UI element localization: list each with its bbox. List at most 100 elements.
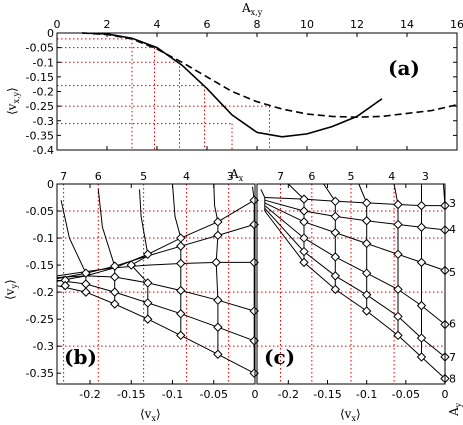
b-marker (143, 278, 153, 288)
b-marker (110, 287, 120, 297)
b-x-tick-label: -0.1 (162, 388, 183, 401)
c-marker (299, 217, 309, 227)
panel-b-y-axis-title-main: ⟨v (3, 288, 17, 300)
panel-a-x-tick-label: 0 (54, 18, 61, 31)
panel-c-x-axis-title-main: ⟨v (340, 407, 352, 421)
b-marker (176, 330, 186, 341)
c-x-tick-label: 0 (442, 388, 449, 401)
panel-b-x-axis-title: ⟨vx⟩ (140, 407, 161, 423)
b-y-tick-label: -0.25 (26, 313, 54, 326)
panel-a-y-tick-label: -0.1 (33, 56, 54, 69)
panel-a-y-axis-title-close: ⟩ (5, 87, 19, 92)
panel-b-y-axis-title-sub: y (10, 284, 19, 290)
panel-b-y-ticks: 0 -0.05 -0.1 -0.15 -0.2 -0.25 -0.3 -0.35 (26, 178, 61, 380)
panel-a-y-tick-label: -0.3 (33, 115, 54, 128)
c-marker (393, 311, 403, 322)
panel-a-y-tick-label: -0.05 (26, 42, 54, 55)
b-ax-value-label: 4 (183, 170, 190, 183)
b-marker (213, 322, 223, 332)
c-marker (361, 268, 372, 278)
panel-b-guides (57, 184, 255, 384)
panel-b-y-axis-title: ⟨vy⟩ (3, 279, 19, 300)
c-marker (361, 306, 372, 316)
panel-a-series (81, 32, 458, 138)
b-marker (213, 349, 223, 359)
c-marker (330, 284, 341, 295)
panel-a-series-dashed (81, 32, 458, 119)
b-marker (176, 233, 186, 243)
b-ax-value-label: 5 (140, 170, 147, 183)
panel-a-x-tick-label: 10 (300, 18, 314, 31)
panel-a-label: (a) (388, 56, 420, 80)
panel-a-y-tick-label: 0 (47, 27, 54, 40)
panel-b-x-axis-title-close: ⟩ (156, 407, 161, 421)
b-y-tick-label: -0.15 (26, 259, 54, 272)
c-marker (416, 222, 427, 232)
c-marker (299, 194, 309, 204)
c-ay-value-label: 8 (449, 373, 456, 386)
c-ax-value-label: 6 (308, 170, 315, 183)
c-family-curve (264, 197, 445, 207)
c-marker (299, 233, 309, 243)
panel-c-frame (256, 183, 446, 385)
c-marker (361, 290, 372, 300)
b-x-tick-label: -0.15 (117, 388, 145, 401)
b-marker (110, 299, 120, 309)
ax-parameter-label: Ax (229, 167, 244, 183)
b-marker (213, 295, 223, 305)
c-marker (393, 249, 403, 259)
c-marker (416, 352, 427, 362)
b-y-tick-label: -0.1 (33, 232, 54, 245)
c-parameter-curve (260, 189, 266, 211)
panel-b-series (56, 183, 259, 378)
c-marker (330, 211, 341, 222)
ay-parameter-label: Ay (447, 402, 463, 417)
b-x-tick-label: 0 (252, 388, 259, 401)
c-marker (299, 246, 309, 257)
c-ax-value-label: 5 (348, 170, 355, 183)
b-marker (176, 309, 186, 319)
panel-a-y-tick-label: -0.4 (33, 144, 54, 157)
panel-a-x-axis-title-sub: x,y (251, 8, 263, 17)
panel-a-x-axis-title-main: A (241, 1, 251, 15)
c-x-tick-label: -0.1 (356, 388, 377, 401)
b-marker (211, 257, 221, 268)
panel-a-x-axis-title: Ax,y (241, 1, 263, 17)
c-marker (393, 284, 403, 295)
c-ax-value-label: 7 (277, 170, 284, 183)
c-marker (416, 200, 427, 211)
b-x-tick-label: -0.05 (200, 388, 228, 401)
b-family-curve (56, 199, 255, 282)
b-marker (81, 279, 91, 289)
c-x-tick-label: -0.2 (278, 388, 299, 401)
c-marker (330, 227, 341, 238)
panel-c-x-ticks: -0.2 -0.15 -0.1 -0.05 0 (278, 184, 449, 401)
c-marker (393, 330, 403, 341)
ay-parameter-label-sub: y (454, 402, 463, 408)
c-marker (330, 196, 341, 207)
b-marker (213, 230, 223, 241)
panel-a-y-axis-title-sub: x,y (12, 91, 21, 103)
b-y-tick-label: -0.05 (26, 205, 54, 218)
panel-a-y-tick-label: -0.35 (26, 129, 54, 142)
b-ax-value-label: 7 (60, 170, 67, 183)
c-ay-value-label: 5 (449, 266, 456, 279)
b-ax-value-label: 3 (227, 170, 234, 183)
panel-b-x-axis-title-sub: x (151, 414, 156, 423)
b-ax-value-label: 6 (95, 170, 102, 183)
b-marker (143, 298, 153, 308)
panel-a-x-tick-label: 8 (254, 18, 261, 31)
panel-a-guides (57, 38, 270, 150)
panel-b-label: (b) (64, 345, 97, 369)
panel-a-x-tick-label: 14 (400, 18, 414, 31)
c-ay-value-label: 4 (449, 223, 456, 236)
panel-c-right-labels: 3 4 5 6 7 8 (449, 197, 456, 386)
panel-b-x-ticks: -0.2 -0.15 -0.1 -0.05 0 (79, 184, 259, 401)
b-parameter-curve (97, 189, 116, 304)
ay-parameter-label-main: A (447, 407, 461, 417)
c-ax-value-label: 4 (388, 170, 395, 183)
c-marker (330, 271, 341, 281)
panel-a-y-tick-label: -0.2 (33, 86, 54, 99)
c-family-curve (264, 207, 446, 358)
